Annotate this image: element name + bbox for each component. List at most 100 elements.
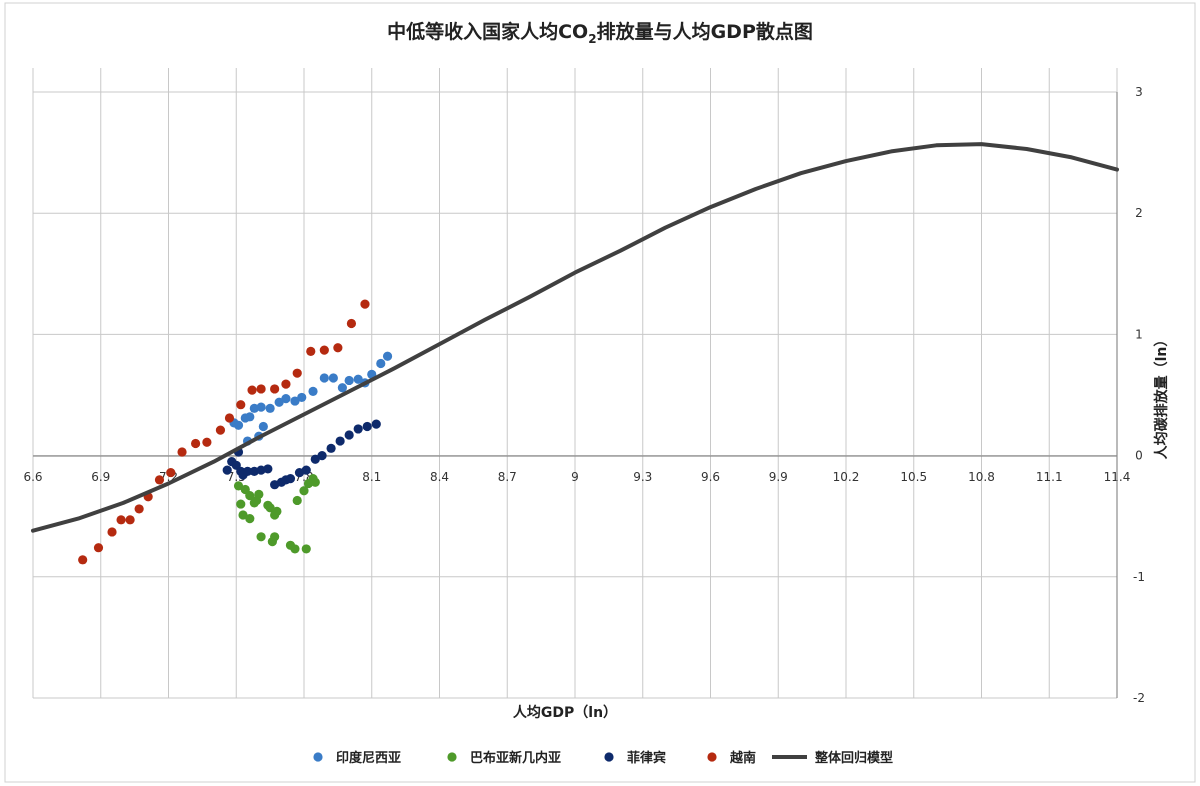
x-tick-label: 9.9 — [769, 470, 788, 484]
legend-marker — [707, 752, 717, 762]
data-point — [270, 532, 280, 542]
series-1 — [229, 351, 393, 446]
data-point — [233, 481, 244, 491]
data-point — [245, 490, 255, 501]
y-tick-label: 2 — [1135, 206, 1143, 220]
x-axis-title: 人均GDP（ln） — [513, 704, 617, 721]
legend-item: 越南 — [707, 750, 756, 766]
data-point — [310, 454, 320, 464]
x-tick-label: 11.1 — [1036, 470, 1063, 484]
x-tick-label: 10.8 — [968, 470, 995, 484]
regression-curve — [31, 142, 1119, 533]
x-tick-label: 8.7 — [498, 470, 517, 484]
y-tick-label: 3 — [1135, 85, 1143, 99]
data-point — [362, 421, 372, 432]
legend-label: 越南 — [729, 750, 756, 766]
x-tick-label: 8.1 — [362, 470, 381, 484]
data-point — [242, 466, 253, 476]
data-point — [306, 346, 316, 356]
data-point — [256, 532, 266, 542]
data-point — [328, 373, 338, 383]
legend-label: 整体回归模型 — [814, 750, 893, 766]
series-2 — [233, 474, 320, 554]
y-tick-label: 0 — [1135, 449, 1143, 463]
data-point — [290, 544, 300, 554]
data-point — [233, 420, 244, 430]
y-axis-title: 人均碳排放量（ln） — [1153, 333, 1170, 460]
data-point — [353, 374, 363, 384]
data-point — [256, 384, 266, 394]
data-point — [222, 465, 232, 475]
data-point — [245, 412, 255, 422]
data-point — [301, 544, 311, 554]
data-point — [308, 386, 318, 396]
data-point — [256, 465, 266, 475]
y-tick-label: 1 — [1135, 327, 1143, 341]
series-4 — [78, 299, 370, 565]
title-subscript: 2 — [588, 32, 596, 46]
data-point — [297, 392, 307, 403]
data-point — [236, 499, 246, 509]
data-point — [326, 443, 336, 453]
y-axis: 3 2 1 0 -1 -2 — [1116, 85, 1145, 705]
data-point — [319, 373, 329, 383]
data-point — [254, 489, 264, 499]
legend-item: 印度尼西亚 — [313, 750, 401, 766]
data-point — [360, 299, 370, 309]
data-point — [290, 396, 300, 406]
data-point — [93, 543, 104, 553]
y-tick-label: -1 — [1133, 570, 1145, 584]
data-point — [292, 368, 302, 378]
data-point — [215, 425, 226, 435]
x-tick-label: 10.2 — [833, 470, 860, 484]
data-point — [256, 402, 266, 412]
x-tick-label: 9 — [571, 470, 579, 484]
data-point — [335, 436, 345, 446]
x-tick-label: 9.3 — [633, 470, 652, 484]
data-point — [263, 464, 273, 474]
data-point — [319, 345, 329, 355]
data-point — [346, 318, 357, 329]
data-point — [317, 451, 327, 461]
data-point — [166, 467, 176, 478]
data-point — [258, 421, 268, 432]
x-tick-label: 8.4 — [430, 470, 449, 484]
data-point — [247, 385, 257, 395]
x-tick-label: 10.5 — [900, 470, 927, 484]
data-point — [107, 527, 117, 537]
data-point — [353, 424, 363, 434]
data-point — [333, 343, 343, 353]
chart-title: 中低等收入国家人均CO2排放量与人均GDP散点图 — [387, 20, 813, 46]
legend-item: 整体回归模型 — [772, 750, 893, 766]
legend-marker — [313, 752, 323, 762]
data-point — [265, 403, 275, 413]
x-axis: 6.6 6.9 7.2 7.5 7.8 8.1 8.4 8.7 9 9.3 9.6 9.9 10.2 10… — [23, 455, 1130, 484]
data-point — [270, 384, 280, 394]
legend-label: 印度尼西亚 — [336, 750, 401, 766]
data-point — [281, 394, 291, 404]
legend-label: 菲律宾 — [627, 750, 666, 766]
data-point — [265, 503, 275, 513]
data-point — [224, 413, 235, 423]
legend-marker — [447, 752, 457, 762]
legend-item: 巴布亚新几内亚 — [447, 750, 561, 766]
title-rest: 排放量与人均GDP散点图 — [597, 20, 813, 43]
data-point — [344, 375, 354, 386]
x-tick-label: 6.9 — [91, 470, 110, 484]
data-point — [154, 475, 165, 485]
legend-item: 菲律宾 — [604, 750, 666, 766]
x-tick-label: 6.6 — [23, 470, 42, 484]
legend-label: 巴布亚新几内亚 — [470, 750, 561, 766]
regression-line — [31, 142, 1119, 533]
data-point — [285, 474, 296, 484]
data-point — [78, 555, 88, 565]
data-point — [272, 506, 282, 516]
data-point — [177, 447, 187, 457]
data-point — [236, 400, 246, 410]
data-point — [249, 466, 259, 476]
data-point — [125, 515, 135, 525]
legend-marker — [604, 752, 614, 762]
data-point — [344, 430, 354, 440]
y-tick-label: -2 — [1133, 691, 1145, 705]
